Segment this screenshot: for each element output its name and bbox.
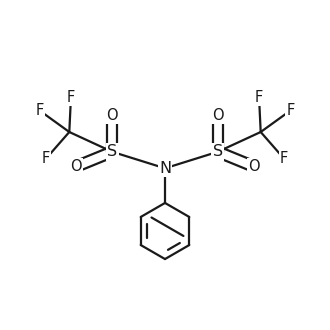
Text: S: S: [213, 144, 223, 159]
Text: F: F: [255, 90, 263, 105]
Text: F: F: [67, 90, 75, 105]
Text: F: F: [36, 103, 44, 118]
Text: N: N: [159, 161, 171, 176]
Text: S: S: [107, 144, 117, 159]
Text: F: F: [286, 103, 294, 118]
Text: O: O: [248, 159, 260, 174]
Text: O: O: [106, 108, 118, 123]
Text: F: F: [280, 151, 288, 166]
Text: O: O: [70, 159, 82, 174]
Text: O: O: [212, 108, 224, 123]
Text: F: F: [42, 151, 50, 166]
